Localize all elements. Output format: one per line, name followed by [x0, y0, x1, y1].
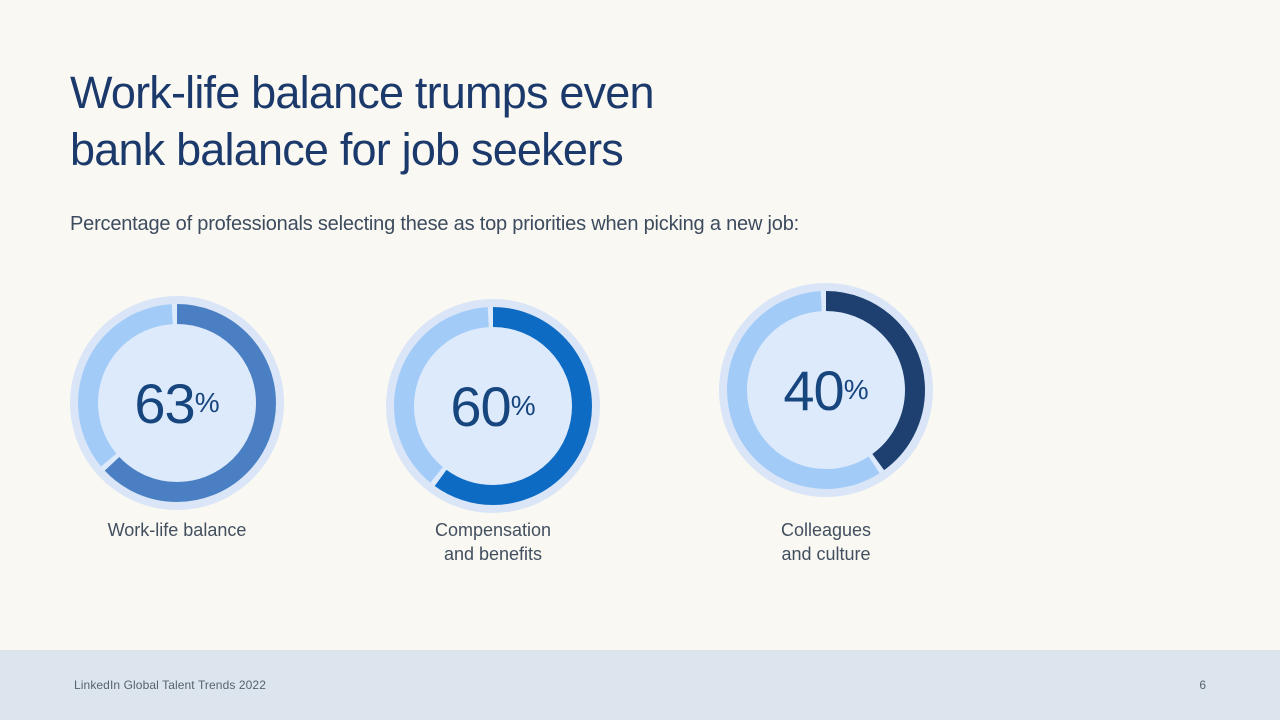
donut-label-line1: Colleagues: [780, 520, 872, 540]
donut-inner: [394, 307, 592, 505]
donut-chart-colleagues-culture: 40%: [719, 283, 933, 497]
donut-arc-value: [394, 307, 592, 505]
donut-arc-remainder: [394, 307, 592, 505]
donut-arc-remainder: [78, 304, 276, 502]
donut-inner: [727, 291, 925, 489]
donut-arc-value: [727, 291, 925, 489]
donut-label-compensation-benefits: Compensation and benefits: [386, 518, 600, 566]
donut-arc-value: [78, 304, 276, 502]
donut-label-work-life-balance: Work-life balance: [70, 518, 284, 542]
donut-label-line1: Compensation: [434, 520, 552, 540]
chart-subtitle: Percentage of professionals selecting th…: [70, 213, 799, 235]
donut-chart-compensation-benefits: 60%: [386, 299, 600, 513]
page-title: Work-life balance trumps even bank balan…: [70, 64, 655, 178]
page-title-line1: Work-life balance trumps even: [70, 67, 655, 118]
page-number: 6: [1199, 678, 1206, 692]
donut-label-line2: and culture: [781, 544, 871, 564]
donut-inner: [78, 304, 276, 502]
donut-arc-remainder: [727, 291, 925, 489]
donut-svg: [70, 296, 284, 510]
donut-label-colleagues-culture: Colleagues and culture: [719, 518, 933, 566]
donut-svg: [719, 283, 933, 497]
donut-label-line2: and benefits: [443, 544, 543, 564]
donut-chart-work-life-balance: 63%: [70, 296, 284, 510]
page-title-line2: bank balance for job seekers: [70, 124, 624, 175]
donut-svg: [386, 299, 600, 513]
source-citation: LinkedIn Global Talent Trends 2022: [74, 678, 266, 692]
footer-bar: LinkedIn Global Talent Trends 2022 6: [0, 650, 1280, 720]
donut-label-line1: Work-life balance: [107, 520, 247, 540]
